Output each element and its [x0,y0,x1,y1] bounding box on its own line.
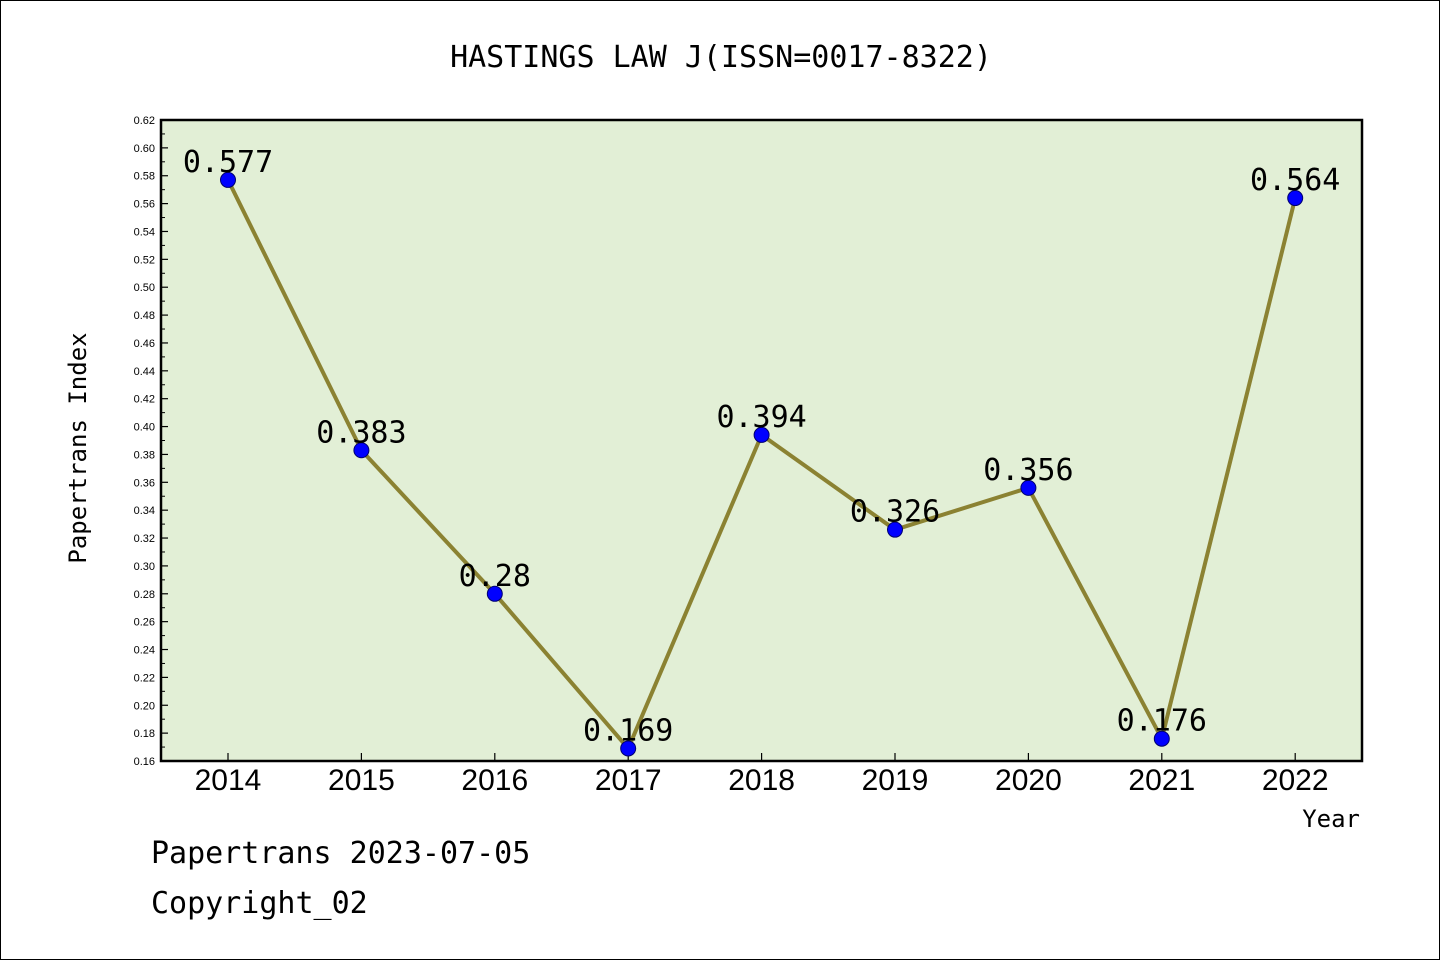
y-tick-label: 0.28 [134,589,155,601]
x-tick-label: 2020 [995,764,1062,797]
x-tick-label: 2014 [195,764,262,797]
x-tick-label: 2019 [862,764,929,797]
data-point [620,740,637,757]
x-tick-label: 2017 [595,764,662,797]
x-tick-label: 2016 [461,764,528,797]
y-tick-label: 0.38 [134,449,155,461]
y-tick-label: 0.32 [134,533,155,545]
y-axis-label: Papertrans Index [64,332,92,563]
y-tick-label: 0.54 [134,226,155,238]
data-point [1153,730,1170,747]
chart-title: HASTINGS LAW J(ISSN=0017-8322) [450,40,992,75]
data-point [1020,479,1037,496]
data-label: 0.169 [583,713,673,748]
data-label: 0.326 [850,495,940,530]
y-tick-label: 0.40 [134,422,155,434]
y-tick-label: 0.56 [134,199,155,211]
y-tick-label: 0.42 [134,394,155,406]
data-label: 0.28 [459,559,531,594]
data-label: 0.356 [983,453,1073,488]
y-tick-label: 0.16 [134,756,155,768]
y-tick-label: 0.52 [134,254,155,266]
data-label: 0.176 [1117,704,1207,739]
y-tick-label: 0.24 [134,645,155,657]
y-tick-label: 0.48 [134,310,155,322]
y-tick-label: 0.18 [134,728,155,740]
x-tick-label: 2018 [728,764,795,797]
y-axis: 0.16 0.18 0.20 0.22 0.24 0.26 0.28 0.30 0.32 0.34… [134,115,168,768]
x-tick-label: 2021 [1128,764,1195,797]
x-tick-label: 2022 [1262,764,1329,797]
data-label: 0.394 [716,400,806,435]
data-point [220,171,236,188]
data-label: 0.383 [316,415,406,450]
y-tick-label: 0.58 [134,171,155,183]
y-tick-label: 0.34 [134,505,155,517]
data-label: 0.564 [1250,163,1340,198]
y-tick-label: 0.50 [134,282,155,294]
y-tick-label: 0.26 [134,617,155,629]
y-tick-label: 0.20 [134,700,155,712]
footer-copyright: Copyright_02 [151,886,368,921]
data-label: 0.577 [183,145,273,180]
y-tick-label: 0.46 [134,338,155,350]
x-tick-label: 2015 [328,764,395,797]
y-tick-label: 0.30 [134,561,155,573]
data-point [353,442,370,459]
data-point [887,521,903,538]
x-axis: 2014 2015 2016 2017 2018 2019 2020 2021 2022 [195,753,1329,797]
y-tick-label: 0.60 [134,143,155,155]
y-tick-label: 0.22 [134,672,155,684]
y-tick-label: 0.36 [134,477,155,489]
data-point [486,585,503,602]
data-labels: 0.577 0.383 0.28 0.169 0.394 0.326 0.356 0.176 0… [183,145,1341,749]
series-group [220,171,1304,757]
x-axis-label: Year [1302,805,1360,833]
footer-date: Papertrans 2023-07-05 [151,836,531,871]
y-tick-label: 0.44 [134,366,155,378]
data-point [1287,190,1304,207]
y-tick-label: 0.62 [134,115,155,127]
data-point [753,426,770,443]
